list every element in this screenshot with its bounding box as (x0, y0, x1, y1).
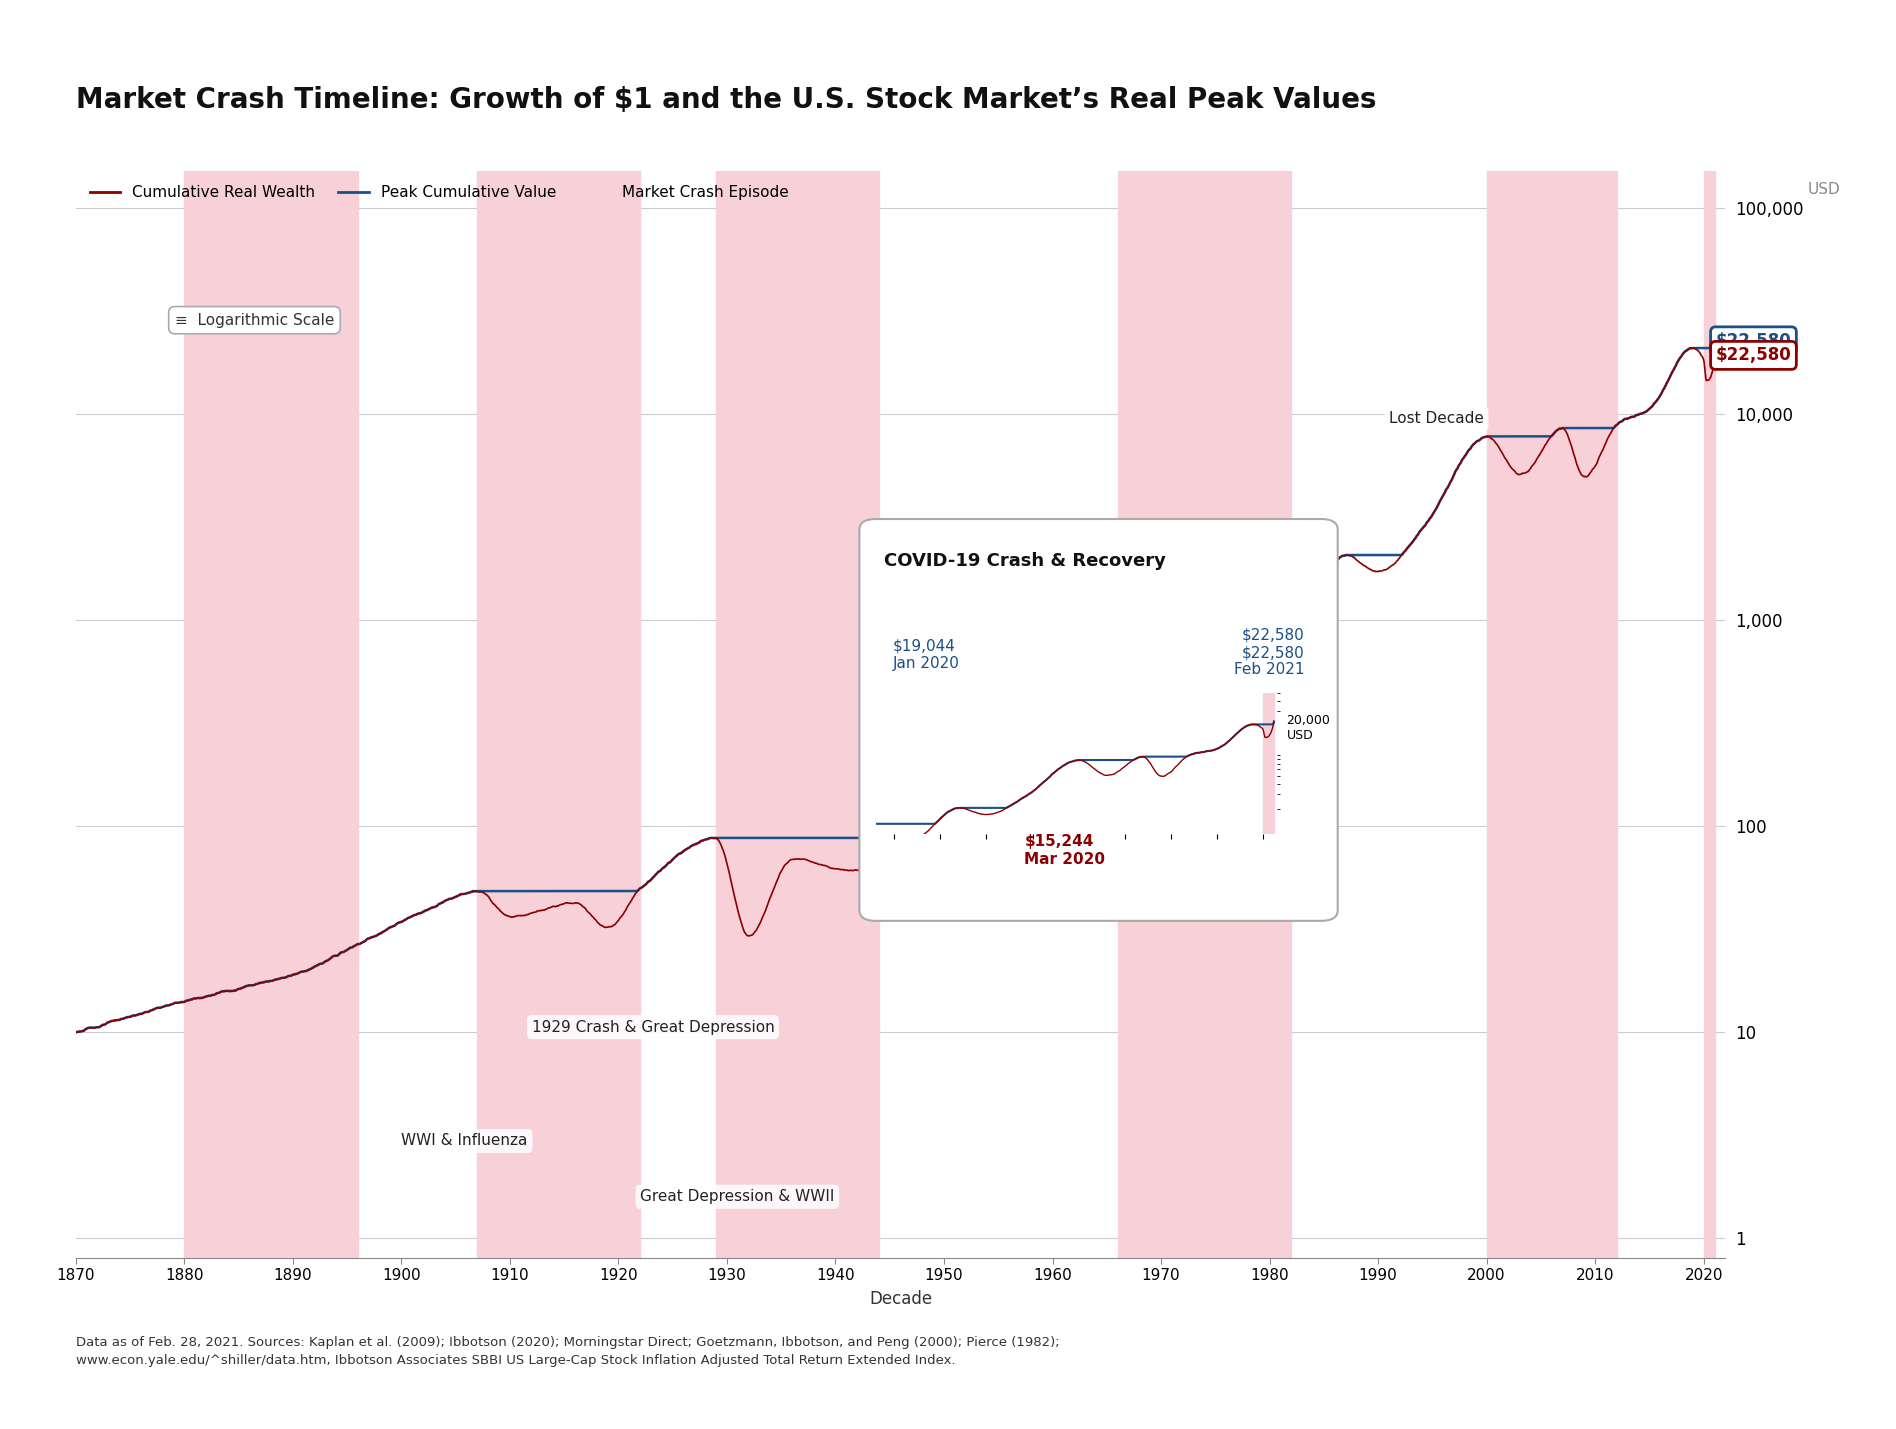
Text: Great Depression & WWII: Great Depression & WWII (641, 1189, 834, 1205)
Text: Data as of Feb. 28, 2021. Sources: Kaplan et al. (2009); Ibbotson (2020); Mornin: Data as of Feb. 28, 2021. Sources: Kapla… (76, 1336, 1060, 1368)
Bar (1117, 171, 1291, 1258)
Text: USD: USD (1809, 183, 1841, 197)
Text: 1929 Crash & Great Depression: 1929 Crash & Great Depression (531, 1020, 774, 1035)
X-axis label: Decade: Decade (868, 1290, 933, 1308)
Text: $15,244
Mar 2020: $15,244 Mar 2020 (1024, 835, 1105, 866)
Bar (1705, 171, 1714, 1258)
Text: $22,580: $22,580 (1716, 332, 1792, 350)
Text: Lost Decade: Lost Decade (1390, 412, 1485, 426)
Text: ≡  Logarithmic Scale: ≡ Logarithmic Scale (174, 313, 334, 327)
Bar (478, 171, 641, 1258)
Text: $22,580: $22,580 (1716, 346, 1792, 364)
Text: COVID-19 Crash & Recovery: COVID-19 Crash & Recovery (884, 552, 1166, 570)
Text: $19,044
Jan 2020: $19,044 Jan 2020 (893, 639, 959, 670)
Legend: Cumulative Real Wealth, Peak Cumulative Value, Market Crash Episode: Cumulative Real Wealth, Peak Cumulative … (83, 179, 794, 206)
Text: Market Crash Timeline: Growth of $1 and the U.S. Stock Market’s Real Peak Values: Market Crash Timeline: Growth of $1 and … (76, 86, 1376, 114)
Bar (184, 171, 358, 1258)
Bar (1486, 171, 1617, 1258)
Bar (1263, 693, 1274, 835)
Text: $22,580
$22,580
Feb 2021: $22,580 $22,580 Feb 2021 (1234, 627, 1304, 677)
Bar (717, 171, 880, 1258)
Text: WWI & Influenza: WWI & Influenza (402, 1133, 527, 1149)
FancyBboxPatch shape (859, 519, 1339, 920)
Text: Inflation, Vietnam, & Watergate: Inflation, Vietnam, & Watergate (880, 743, 1121, 759)
